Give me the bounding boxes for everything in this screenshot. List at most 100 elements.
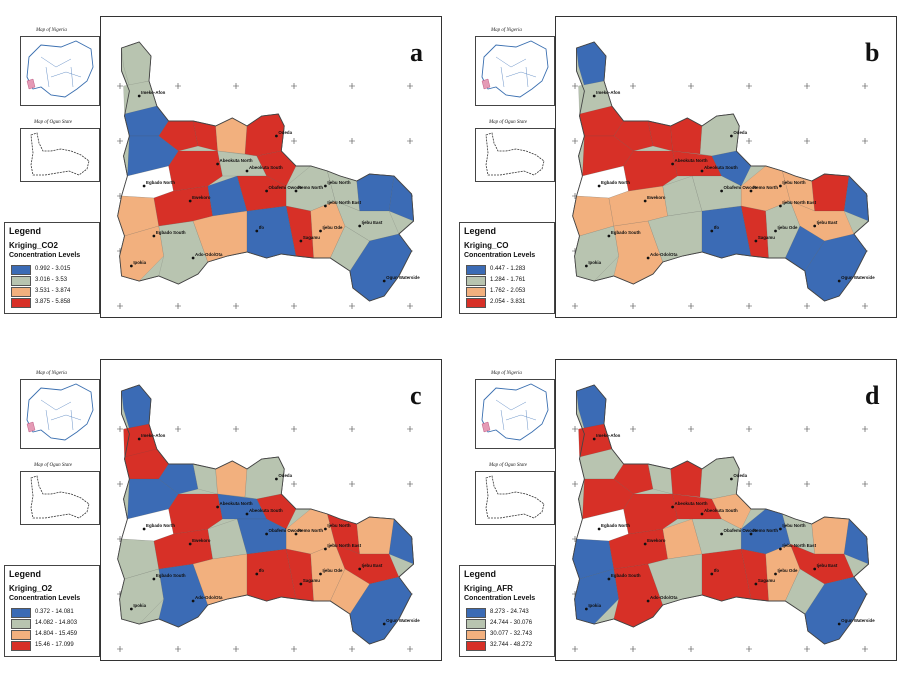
legend-range-label: 15.46 - 17.099 [35,642,74,648]
town-marker [730,477,733,481]
legend-range-label: 30.077 - 32.743 [490,631,533,637]
legend: Legend Kriging_O2 Concentration Levels 0.37… [4,565,100,657]
grid-cross [804,646,810,652]
town-label: Egbado North [146,180,175,185]
state-outline [117,384,415,645]
town-marker [255,229,259,233]
inset-ogun [475,471,555,525]
legend-swatch [466,298,486,308]
panel-letter: c [410,381,422,410]
legend-range-label: 32.744 - 48.272 [490,642,533,648]
town-marker [129,607,133,611]
grid-cross [117,83,123,89]
grid-cross [572,303,578,309]
town-label: Ado-Odo/Ota [195,595,223,600]
town-marker [245,512,249,516]
town-label: Ado-Odo/Ota [650,252,678,257]
town-label: Abeokuta South [704,165,738,170]
inset-nigeria [20,36,100,106]
town-label: Ewekoro [647,538,666,543]
nigeria-outline-icon [481,40,549,98]
town-marker [382,279,386,283]
town-marker [137,437,141,441]
town-marker [813,567,817,571]
legend-class-row: 3.875 - 5.858 [11,298,95,308]
kriging-map: Imeko-Afon Abeokuta North Abeokuta South Od… [572,384,875,652]
legend-swatch [11,298,31,308]
town-marker [294,532,298,536]
inset-nigeria-title: Map of Nigeria [36,371,67,376]
legend-swatch [11,276,31,286]
town-label: Imeko-Afon [596,90,620,95]
town-marker [358,224,362,228]
town-marker [754,239,758,243]
legend-class-row: 0.447 - 1.283 [466,265,550,275]
grid-cross [630,303,636,309]
town-label: Ijebu North [782,180,805,185]
town-marker [779,184,782,188]
town-marker [191,599,195,603]
concentration-zone [256,150,297,187]
town-label: Abeokuta South [249,508,283,513]
legend-range-label: 3.531 - 3.874 [35,288,71,294]
town-label: Obafemi Owode [269,185,303,190]
town-label: Ijebu North East [782,200,816,205]
town-marker [324,184,327,188]
grid-cross [349,303,355,309]
town-marker [294,189,298,193]
town-marker [299,582,303,586]
grid-cross [630,83,636,89]
grid-cross [175,83,181,89]
grid-cross [688,303,694,309]
ogun-outline-icon [30,132,90,176]
town-marker [592,437,596,441]
grid-cross [572,646,578,652]
grid-cross [572,426,578,432]
concentration-zone [256,493,297,530]
inset-ogun [20,128,100,182]
town-marker [671,162,674,166]
town-marker [324,547,327,551]
grid-cross [862,303,868,309]
town-marker [607,234,611,238]
town-marker [299,239,303,243]
grid-cross [746,646,752,652]
kriging-map: Imeko-Afon Abeokuta North Abeokuta South Od… [117,41,420,309]
town-label: Sagamu [303,578,320,583]
town-label: Ijebu Ode [322,225,343,230]
inset-nigeria-title: Map of Nigeria [36,28,67,33]
legend: Legend Kriging_CO2 Concentration Levels 0.9… [4,222,100,314]
legend-swatch [466,619,486,629]
grid-cross [117,481,123,487]
panel-a: Imeko-Afon Abeokuta North Abeokuta South Od… [0,0,455,343]
grid-cross [688,426,694,432]
state-outline [572,384,870,645]
town-marker [216,162,219,166]
town-marker [584,264,588,268]
town-marker [188,542,192,546]
town-label: Obafemi Owode [724,185,758,190]
town-label: Obafemi Owode [269,528,303,533]
legend-range-label: 3.016 - 3.53 [35,277,68,283]
town-label: Ogun Waterside [841,275,875,280]
town-marker [837,622,841,626]
legend-levels-label: Concentration Levels [9,595,81,602]
legend-layer-name: Kriging_CO [464,241,509,250]
legend-title: Legend [464,569,497,579]
ogun-highlight [26,78,36,90]
concentration-zone [811,516,850,555]
grid-cross [572,138,578,144]
legend-class-row: 1.762 - 2.053 [466,287,550,297]
grid-cross [117,426,123,432]
inset-nigeria-title: Map of Nigeria [491,371,522,376]
concentration-zone [811,173,850,212]
inset-ogun [20,471,100,525]
legend-class-row: 14.804 - 15.459 [11,630,95,640]
grid-cross [630,426,636,432]
grid-cross [407,138,413,144]
grid-cross [862,83,868,89]
town-label: Ifo [714,568,720,573]
panel-letter: a [410,38,423,67]
legend-class-row: 15.46 - 17.099 [11,641,95,651]
legend-swatch [11,630,31,640]
